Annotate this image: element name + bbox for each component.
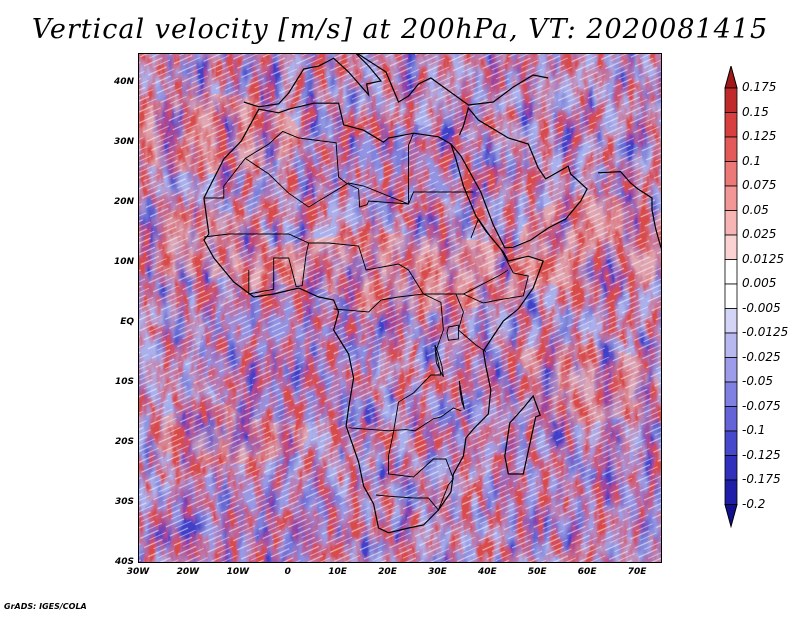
colorbar-level-label: -0.005 [742,300,781,315]
streak-overlay [139,54,661,562]
colorbar-level-label: 0.15 [742,104,769,119]
colorbar-segment [724,136,738,162]
borders-west [248,242,310,295]
colorbar-level-label: 0.1 [742,153,762,168]
lon-tick-label: 20W [176,567,200,577]
colorbar-level-label: 0.005 [742,276,777,290]
colorbar-segment [724,161,738,187]
india-west [598,170,661,249]
plot-title: Vertical velocity [m/s] at 200hPa, VT: 2… [31,14,769,45]
lake-malawi [458,380,465,410]
colorbar-level-label: 0.075 [742,178,777,192]
colorbar-level-label: 0.175 [742,80,777,94]
coastlines [203,54,661,534]
map-panel [138,53,662,563]
colorbar-bottom-arrow [724,504,738,529]
lat-tick-label: 30N [113,137,134,147]
lon-tick-label: 0 [284,567,291,577]
madagascar-outline [504,394,541,475]
colorbar-segment [724,357,738,383]
lat-tick-label: 40S [114,557,134,567]
colorbar-level-label: 0.05 [742,202,769,217]
lat-tick-label: 20N [113,197,134,207]
borders-east [455,293,487,352]
colorbar-level-label: -0.1 [742,423,766,437]
borders-central [333,293,454,511]
colorbar-segment [724,234,738,260]
lat-tick-label: 30S [114,497,134,507]
borders-zambezi [348,407,462,432]
colorbar-level-label: -0.025 [742,349,781,364]
colorbar-segment [724,479,738,505]
colorbar-segment [724,455,738,481]
arabia-outline [450,106,588,249]
lat-tick-label: 40N [113,77,134,87]
borders-sahel [203,233,509,295]
lon-tick-label: 30W [126,567,150,577]
lon-tick-label: 10W [226,567,250,577]
colorbar-segment [724,381,738,407]
colorbar-segment [724,87,738,113]
colorbar-level-label: -0.2 [742,496,766,511]
colorbar-segment [724,210,738,236]
lat-tick-label: 10S [114,377,134,387]
lon-tick-label: 30E [428,567,447,577]
lake-tanganyika [434,344,444,378]
colorbar-segment [724,259,738,285]
colorbar-segment [724,406,738,432]
colorbar-level-label: 0.0125 [742,251,784,266]
lat-tick-label: 20S [114,437,134,447]
borders-sahara [245,158,474,208]
borders-northwest [203,130,414,208]
colorbar-top-arrow [724,66,738,89]
colorbar-level-label: -0.0125 [742,325,789,339]
colorbar-level-label: -0.075 [742,398,781,413]
colorbar-segment [724,308,738,334]
lat-tick-label: EQ [120,317,134,327]
africa-outline [203,102,544,534]
colorbar-level-label: 0.125 [742,129,777,143]
lon-tick-label: 10E [328,567,347,577]
colorbar-level-label: -0.05 [742,374,774,388]
lon-tick-label: 70E [627,567,647,577]
grads-credit: GrADS: IGES/COLA [4,602,87,611]
colorbar-level-label: -0.175 [742,472,781,486]
colorbar-segment [724,112,738,138]
map-canvas [139,54,661,562]
lon-tick-label: 50E [527,567,547,577]
colorbar-level-label: 0.025 [742,227,777,241]
lon-tick-label: 60E [577,567,597,577]
borders-ethiopia [463,218,529,304]
colorbar-level-label: -0.125 [742,447,781,462]
lat-tick-label: 10N [113,257,134,267]
colorbar-segment [724,185,738,211]
colorbar-segment [724,430,738,456]
europe-south [243,54,549,108]
colorbar-segment [724,332,738,358]
lon-tick-label: 20E [378,567,397,577]
colorbar [724,66,738,529]
lake-victoria [446,324,459,341]
lon-tick-label: 40E [477,567,497,577]
colorbar-segment [724,283,738,309]
